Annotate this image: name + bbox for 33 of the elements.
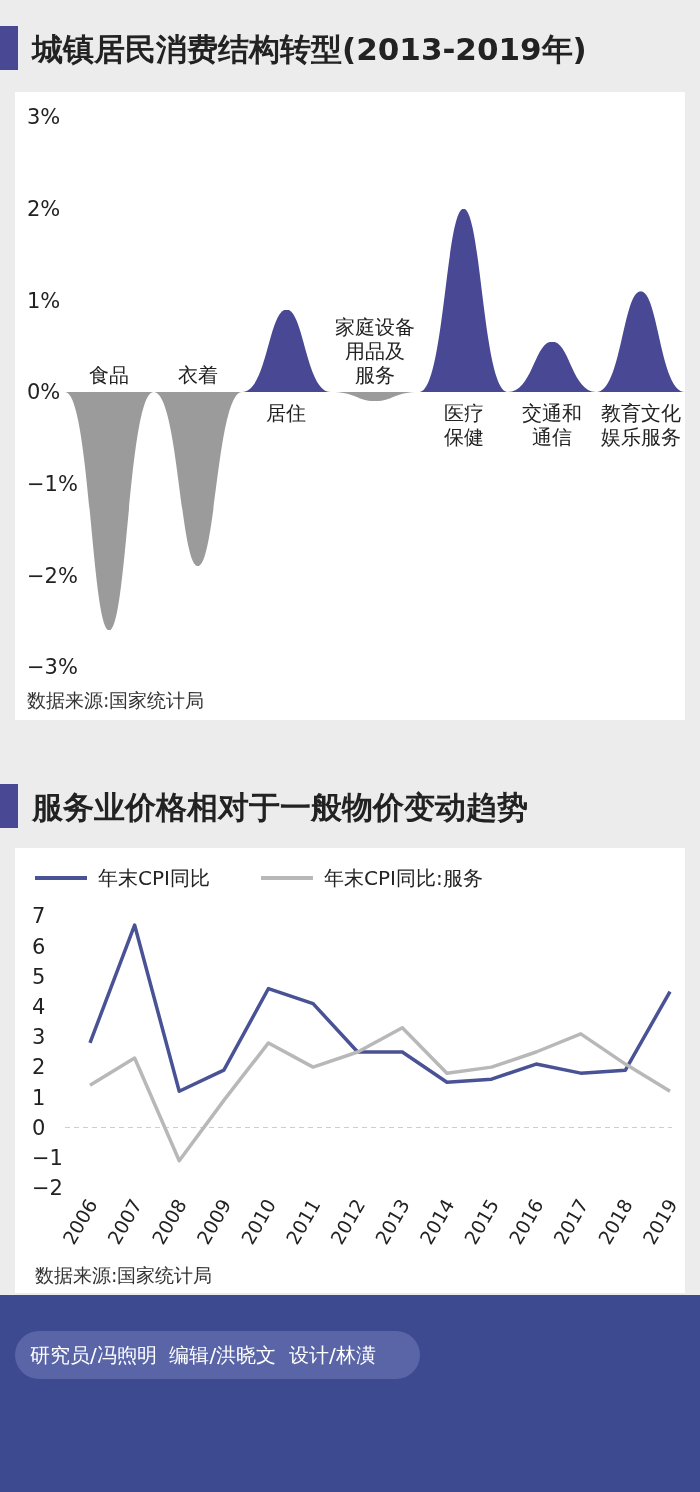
y-tick-label: 1 bbox=[32, 1085, 46, 1110]
y-tick-label: 1% bbox=[27, 288, 61, 313]
y-tick-label: 0% bbox=[27, 380, 61, 405]
x-tick-label: 家庭设备用品及服务 bbox=[335, 315, 415, 387]
y-tick-label: −1% bbox=[27, 472, 78, 497]
source-note: 数据来源:国家统计局 bbox=[27, 689, 205, 711]
x-tick-label: 教育文化娱乐服务 bbox=[600, 401, 681, 449]
x-tick-label: 医疗保健 bbox=[443, 401, 484, 449]
y-tick-label: 7 bbox=[32, 904, 46, 929]
line-series bbox=[88, 923, 672, 1094]
chart-title: 服务业价格相对于一般物价变动趋势 bbox=[31, 789, 528, 825]
legend-label: 年末CPI同比:服务 bbox=[324, 866, 483, 890]
y-tick-label: −2 bbox=[32, 1176, 63, 1201]
y-tick-label: 2 bbox=[32, 1055, 46, 1080]
line-series bbox=[88, 1026, 672, 1163]
y-tick-label: 3% bbox=[27, 105, 61, 130]
y-tick-label: 5 bbox=[32, 964, 46, 989]
x-tick-label: 交通和通信 bbox=[522, 401, 583, 449]
y-tick-label: 0 bbox=[32, 1115, 46, 1140]
chart-title: 城镇居民消费结构转型(2013-2019年) bbox=[30, 31, 587, 67]
y-tick-label: −2% bbox=[27, 563, 78, 588]
x-tick-label: 食品 bbox=[89, 363, 130, 387]
y-tick-label: 2% bbox=[27, 197, 61, 222]
source-note: 数据来源:国家统计局 bbox=[35, 1264, 213, 1286]
y-tick-label: −3% bbox=[27, 655, 78, 680]
x-tick-label: 居住 bbox=[266, 401, 307, 425]
text: 研究员/冯煦明 编辑/洪晓文 设计/林潢 bbox=[30, 1343, 376, 1367]
x-tick-label: 衣着 bbox=[177, 363, 218, 387]
y-tick-label: 4 bbox=[32, 995, 46, 1020]
legend-label: 年末CPI同比 bbox=[98, 866, 210, 890]
y-tick-label: −1 bbox=[32, 1146, 63, 1171]
y-tick-label: 6 bbox=[32, 934, 46, 959]
y-tick-label: 3 bbox=[32, 1025, 46, 1050]
